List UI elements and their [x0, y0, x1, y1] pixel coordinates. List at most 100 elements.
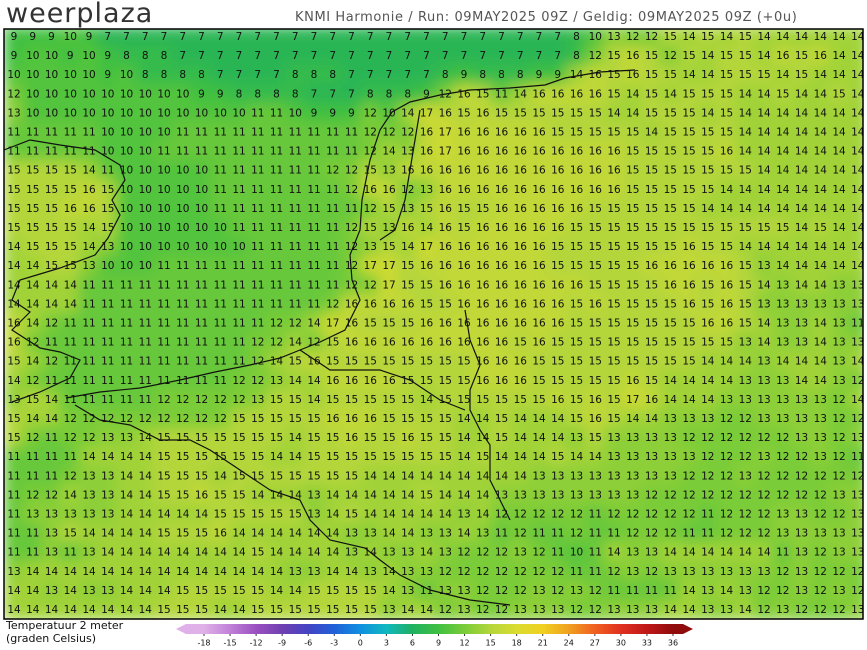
temperature-cell: [847, 83, 863, 105]
temperature-label: 11: [776, 547, 789, 559]
temperature-label: 12: [157, 394, 170, 406]
temperature-label: 10: [26, 69, 39, 81]
temperature-label: 14: [795, 356, 809, 368]
temperature-cell: [753, 45, 775, 67]
temperature-label: 14: [326, 566, 340, 578]
temperature-cell: [59, 83, 81, 105]
temperature-label: 15: [720, 69, 733, 81]
temperature-label: 16: [551, 394, 565, 406]
temperature-label: 12: [814, 547, 827, 559]
temperature-label: 14: [814, 184, 828, 196]
temperature-label: 10: [120, 184, 133, 196]
temperature-label: 15: [720, 337, 733, 349]
temperature-label: 16: [457, 241, 471, 253]
temperature-label: 7: [198, 31, 205, 43]
temperature-label: 13: [832, 585, 845, 597]
temperature-label: 15: [176, 604, 189, 616]
temperature-label: 14: [495, 470, 509, 482]
temperature-label: 15: [345, 585, 358, 597]
temperature-cell: [228, 121, 250, 144]
temperature-label: 13: [739, 470, 752, 482]
temperature-label: 15: [570, 375, 583, 387]
temperature-label: 14: [139, 547, 153, 559]
temperature-label: 16: [457, 298, 471, 310]
temperature-label: 7: [517, 31, 524, 43]
temperature-label: 15: [270, 470, 283, 482]
temperature-label: 14: [776, 203, 790, 215]
temperature-label: 11: [82, 127, 95, 139]
temperature-label: 16: [364, 375, 378, 387]
temperature-label: 10: [176, 241, 189, 253]
temperature-label: 15: [251, 470, 264, 482]
temperature-label: 15: [64, 222, 77, 234]
temperature-cell: [303, 45, 325, 67]
temperature-label: 11: [214, 203, 227, 215]
temperature-label: 10: [214, 107, 227, 119]
temperature-label: 16: [439, 107, 453, 119]
temperature-label: 14: [645, 127, 659, 139]
temperature-cell: [322, 83, 344, 105]
temperature-label: 15: [701, 165, 714, 177]
temperature-label: 16: [626, 69, 640, 81]
temperature-cell: [97, 29, 119, 48]
temperature-cell: [828, 141, 850, 163]
temperature-label: 13: [757, 375, 770, 387]
temperature-cell: [359, 121, 381, 144]
temperature-label: 8: [179, 69, 186, 81]
temperature-cell: [416, 141, 437, 163]
temperature-label: 15: [45, 260, 58, 272]
temperature-label: 14: [401, 241, 415, 253]
temperature-cell: [378, 64, 400, 86]
temperature-cell: [228, 83, 250, 105]
temperature-cell: [41, 160, 62, 182]
temperature-label: 16: [532, 165, 546, 177]
temperature-label: 14: [401, 509, 415, 521]
temperature-label: 15: [664, 337, 677, 349]
temperature-label: 10: [195, 165, 208, 177]
temperature-label: 14: [157, 547, 171, 559]
temperature-label: 13: [101, 489, 114, 501]
colorbar-tick-label: 18: [512, 639, 522, 648]
temperature-label: 14: [401, 470, 415, 482]
temperature-label: 16: [551, 203, 565, 215]
temperature-label: 14: [720, 31, 734, 43]
temperature-label: 15: [439, 451, 452, 463]
temperature-cell: [641, 83, 662, 105]
temperature-label: 13: [401, 203, 414, 215]
temperature-label: 11: [589, 509, 602, 521]
temperature-label: 13: [757, 260, 770, 272]
temperature-label: 15: [626, 260, 639, 272]
temperature-label: 11: [345, 127, 358, 139]
temperature-cell: [78, 64, 100, 86]
temperature-label: 12: [776, 470, 789, 482]
temperature-label: 14: [289, 489, 303, 501]
temperature-label: 15: [457, 222, 470, 234]
temperature-label: 7: [161, 31, 168, 43]
temperature-label: 15: [157, 604, 170, 616]
temperature-label: 12: [739, 451, 752, 463]
temperature-label: 14: [401, 107, 415, 119]
temperature-cell: [303, 83, 325, 105]
temperature-label: 13: [476, 528, 489, 540]
temperature-label: 14: [45, 604, 59, 616]
temperature-label: 12: [495, 566, 508, 578]
temperature-label: 16: [682, 260, 696, 272]
temperature-label: 14: [832, 31, 846, 43]
temperature-label: 12: [645, 509, 658, 521]
temperature-label: 13: [626, 547, 639, 559]
temperature-label: 14: [720, 375, 734, 387]
temperature-label: 11: [232, 260, 245, 272]
temperature-label: 16: [514, 203, 528, 215]
temperature-label: 11: [101, 337, 114, 349]
temperature-label: 10: [64, 69, 77, 81]
temperature-label: 17: [382, 260, 395, 272]
temperature-label: 12: [232, 394, 245, 406]
temperature-label: 16: [532, 203, 546, 215]
temperature-cell: [509, 64, 531, 86]
temperature-label: 15: [682, 50, 695, 62]
temperature-label: 14: [120, 451, 134, 463]
temperature-cell: [22, 141, 44, 163]
temperature-label: 10: [101, 107, 114, 119]
temperature-label: 14: [232, 604, 246, 616]
temperature-cell: [678, 45, 700, 67]
